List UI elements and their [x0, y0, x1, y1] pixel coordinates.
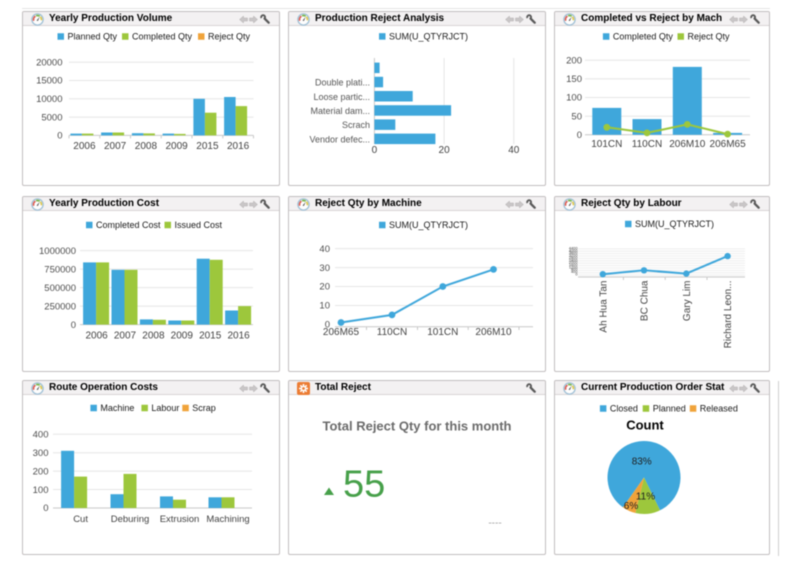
svg-text:2006: 2006	[73, 141, 96, 152]
svg-text:Scrap: Scrap	[192, 403, 216, 413]
svg-text:BC Chua: BC Chua	[640, 280, 651, 321]
svg-text:500000: 500000	[44, 283, 76, 294]
svg-text:250000: 250000	[44, 301, 76, 312]
svg-text:83%: 83%	[632, 457, 652, 468]
svg-text:300: 300	[33, 448, 49, 459]
svg-text:Reject Qty: Reject Qty	[688, 32, 731, 42]
svg-text:206M65: 206M65	[710, 139, 747, 150]
svg-text:3200: 3200	[569, 253, 578, 258]
svg-text:Machine: Machine	[100, 403, 134, 413]
svg-text:Planned: Planned	[653, 404, 686, 414]
svg-text:206M10: 206M10	[669, 139, 706, 150]
svg-text:0: 0	[71, 320, 76, 331]
svg-text:Total Reject Qty for this mont: Total Reject Qty for this month	[323, 419, 512, 434]
svg-text:Completed Qty: Completed Qty	[613, 32, 674, 42]
svg-text:1600: 1600	[569, 262, 578, 267]
svg-text:Double plati...: Double plati...	[315, 78, 370, 88]
svg-text:Issued Cost: Issued Cost	[175, 220, 223, 230]
svg-text:2008: 2008	[142, 331, 165, 342]
svg-text:20: 20	[319, 282, 330, 293]
svg-text:110CN: 110CN	[377, 327, 407, 338]
svg-text:Cut: Cut	[73, 514, 88, 525]
svg-text:40: 40	[508, 145, 520, 156]
svg-text:2008: 2008	[135, 141, 158, 152]
svg-text:50: 50	[571, 111, 582, 122]
svg-text:0: 0	[372, 145, 378, 156]
svg-text:Richard Leon...: Richard Leon...	[723, 281, 734, 349]
svg-text:1200: 1200	[569, 264, 578, 269]
svg-text:SUM(U_QTYRJCT): SUM(U_QTYRJCT)	[635, 219, 714, 229]
svg-text:Deburing: Deburing	[111, 514, 150, 525]
svg-text:2009: 2009	[171, 331, 194, 342]
svg-text:Released: Released	[700, 404, 738, 414]
svg-text:0: 0	[577, 130, 582, 141]
svg-text:5000: 5000	[41, 112, 62, 123]
svg-text:0: 0	[57, 131, 62, 142]
svg-text:Ah Hua Tan: Ah Hua Tan	[598, 281, 609, 333]
svg-text:400: 400	[33, 429, 49, 440]
svg-text:750000: 750000	[44, 264, 76, 275]
svg-text:Scrach: Scrach	[342, 120, 370, 130]
svg-text:10: 10	[319, 301, 330, 312]
svg-text:Count: Count	[626, 418, 664, 433]
svg-text:SUM(U_QTYRJCT): SUM(U_QTYRJCT)	[389, 32, 468, 42]
svg-text:200: 200	[566, 55, 582, 66]
svg-text:400: 400	[571, 269, 578, 274]
svg-text:4000: 4000	[569, 248, 578, 253]
svg-text:Vendor defec...: Vendor defec...	[309, 134, 370, 144]
svg-text:Loose partic...: Loose partic...	[313, 92, 370, 102]
svg-text:100: 100	[33, 485, 49, 496]
svg-text:1000000: 1000000	[39, 246, 76, 257]
svg-text:2007: 2007	[104, 141, 127, 152]
svg-text:Gary Lim: Gary Lim	[682, 281, 693, 322]
svg-text:100: 100	[566, 93, 582, 104]
svg-text:2006: 2006	[85, 331, 108, 342]
svg-text:Extrusion: Extrusion	[160, 514, 200, 525]
svg-text:101CN: 101CN	[591, 139, 622, 150]
svg-text:0: 0	[43, 503, 48, 514]
svg-text:11%: 11%	[636, 492, 655, 503]
svg-text:200: 200	[33, 466, 49, 477]
svg-text:Closed: Closed	[610, 404, 638, 414]
svg-text:2009: 2009	[165, 141, 188, 152]
svg-text:Planned Qty: Planned Qty	[68, 32, 118, 42]
svg-text:110CN: 110CN	[632, 139, 662, 150]
svg-text:20000: 20000	[36, 57, 62, 68]
svg-text:2016: 2016	[227, 141, 250, 152]
svg-text:----: ----	[488, 518, 501, 529]
svg-text:Completed Qty: Completed Qty	[132, 32, 193, 42]
svg-text:30: 30	[319, 263, 330, 274]
svg-text:Material dam...: Material dam...	[310, 106, 370, 116]
svg-text:Machining: Machining	[206, 514, 249, 525]
svg-text:10000: 10000	[36, 94, 62, 105]
svg-text:0: 0	[575, 271, 578, 276]
svg-text:800: 800	[571, 267, 578, 272]
svg-text:2400: 2400	[569, 257, 578, 262]
svg-text:2015: 2015	[196, 141, 219, 152]
svg-text:2016: 2016	[227, 331, 250, 342]
svg-text:15000: 15000	[36, 76, 62, 87]
svg-text:3600: 3600	[569, 250, 578, 255]
svg-text:0: 0	[325, 320, 330, 331]
svg-text:Completed Cost: Completed Cost	[96, 220, 161, 230]
svg-text:55: 55	[343, 464, 385, 506]
svg-text:2000: 2000	[569, 260, 578, 265]
svg-text:206M10: 206M10	[475, 327, 512, 338]
svg-text:206M65: 206M65	[323, 327, 360, 338]
svg-text:Labour: Labour	[151, 403, 179, 413]
svg-text:Reject Qty: Reject Qty	[208, 32, 251, 42]
svg-text:101CN: 101CN	[427, 327, 458, 338]
svg-text:150: 150	[566, 74, 582, 85]
svg-text:2800: 2800	[569, 255, 578, 260]
svg-text:4400: 4400	[569, 246, 578, 251]
svg-text:SUM(U_QTYRJCT): SUM(U_QTYRJCT)	[389, 220, 468, 230]
svg-text:2015: 2015	[199, 331, 222, 342]
svg-text:2007: 2007	[114, 331, 137, 342]
svg-text:20: 20	[439, 145, 451, 156]
svg-text:40: 40	[319, 244, 330, 255]
svg-text:6%: 6%	[624, 501, 639, 512]
